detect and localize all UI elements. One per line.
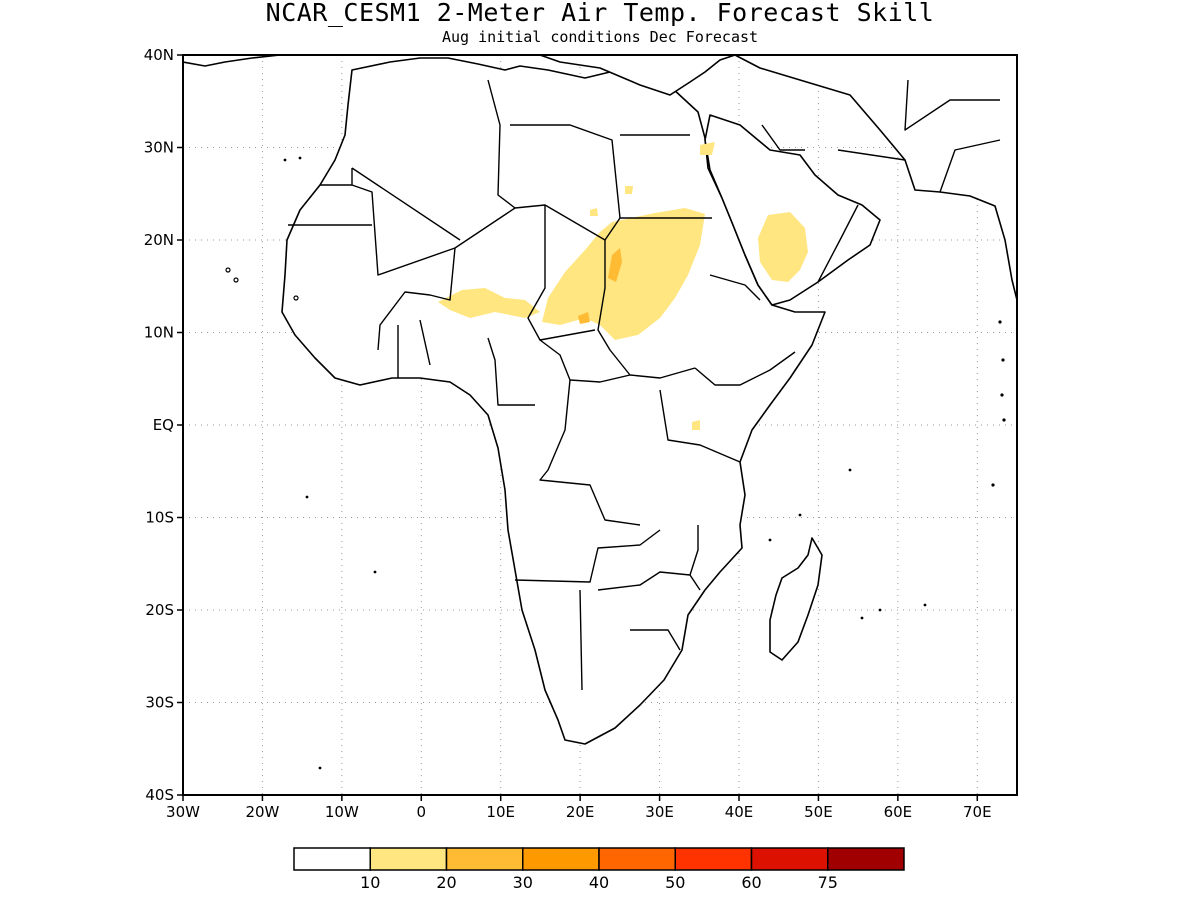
lon-tick-label: 60E bbox=[884, 803, 913, 821]
colorbar-label: 75 bbox=[818, 873, 838, 892]
lat-tick-label: 40N bbox=[144, 46, 174, 64]
colorbar-label: 60 bbox=[741, 873, 761, 892]
colorbar-label: 20 bbox=[436, 873, 456, 892]
lon-tick-label: 30W bbox=[166, 803, 200, 821]
colorbar-swatch bbox=[369, 847, 448, 871]
colorbar-swatch bbox=[522, 847, 600, 871]
lon-tick-label: 50E bbox=[804, 803, 833, 821]
colorbar-swatch bbox=[293, 847, 371, 871]
colorbar-swatch bbox=[598, 847, 676, 871]
lon-tick-label: 70E bbox=[963, 803, 992, 821]
colorbar-label: 30 bbox=[513, 873, 533, 892]
lat-tick-label: 40S bbox=[145, 786, 174, 804]
land-arabia bbox=[704, 114, 881, 306]
lon-tick-label: 30E bbox=[645, 803, 674, 821]
colorbar-swatch bbox=[674, 847, 753, 871]
longitude-tick-labels: 30W 20W 10W 0 10E 20E 30E 40E 50E 60E 70E bbox=[166, 795, 992, 821]
lon-tick-label: 20W bbox=[245, 803, 279, 821]
land-madagascar bbox=[769, 537, 823, 661]
colorbar-label: 50 bbox=[665, 873, 685, 892]
lon-tick-label: 40E bbox=[725, 803, 754, 821]
lat-tick-label: 20N bbox=[144, 231, 174, 249]
chart-subtitle: Aug initial conditions Dec Forecast bbox=[441, 28, 759, 46]
colorbar: 10 20 30 40 50 60 75 bbox=[293, 847, 905, 892]
skill-shading bbox=[438, 142, 808, 430]
land-europe bbox=[183, 55, 281, 67]
lat-tick-label: 30S bbox=[145, 694, 174, 712]
colorbar-swatch bbox=[750, 847, 829, 871]
lat-tick-label: 20S bbox=[145, 601, 174, 619]
lon-tick-label: 20E bbox=[566, 803, 595, 821]
lat-tick-label: 30N bbox=[144, 139, 174, 157]
lon-tick-label: 10E bbox=[486, 803, 515, 821]
colorbar-swatch bbox=[445, 847, 524, 871]
country-borders bbox=[288, 79, 1001, 691]
colorbar-swatch bbox=[827, 847, 905, 871]
colorbar-label: 40 bbox=[589, 873, 609, 892]
lon-tick-label: 10W bbox=[325, 803, 359, 821]
latitude-tick-labels: 40N 30N 20N 10N EQ 10S 20S 30S 40S bbox=[144, 46, 183, 804]
lat-tick-label: EQ bbox=[153, 416, 174, 434]
lat-tick-label: 10N bbox=[144, 324, 174, 342]
lon-tick-label: 0 bbox=[417, 803, 427, 821]
land-southern-europe bbox=[539, 55, 736, 96]
colorbar-label: 10 bbox=[360, 873, 380, 892]
lat-tick-label: 10S bbox=[145, 509, 174, 527]
chart-title: NCAR_CESM1 2-Meter Air Temp. Forecast Sk… bbox=[265, 0, 935, 27]
